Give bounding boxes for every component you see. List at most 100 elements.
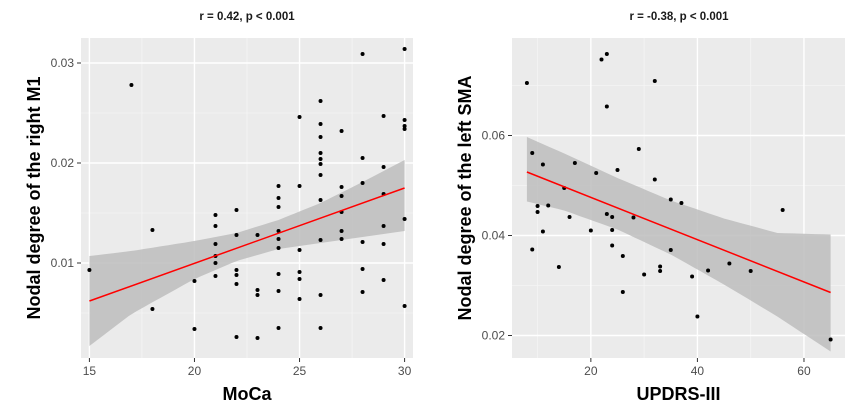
data-point [599,57,604,62]
data-point [652,79,657,83]
data-point [631,215,636,220]
data-point [690,274,695,279]
data-point [381,165,386,169]
x-axis-title: UPDRS-III [636,384,720,404]
data-point [318,122,323,126]
data-point [727,261,732,266]
regression-line [89,187,405,302]
data-point [276,246,281,250]
data-point [748,269,753,273]
data-point [318,293,323,297]
data-point [360,240,365,244]
y-tick-label: 0.06 [482,129,506,143]
data-point [276,326,281,330]
data-point [615,168,620,172]
x-tick-label: 25 [293,364,307,378]
confidence-band [89,160,405,346]
data-point [381,114,386,118]
data-point [604,212,609,216]
data-point [540,162,545,167]
data-point [339,194,344,198]
data-point [318,162,323,166]
x-tick-label: 60 [797,364,811,378]
data-point [780,208,785,212]
data-point [150,228,155,232]
y-tick-label: 0.03 [51,56,75,70]
data-point [276,237,281,241]
data-point [213,242,218,246]
x-tick-label: 20 [188,364,202,378]
data-point [318,173,323,177]
data-point [255,288,260,292]
chart-title: r = 0.42, p < 0.001 [199,11,295,23]
data-point [588,228,593,233]
data-point [234,282,239,286]
data-point [610,215,615,219]
data-point [318,99,323,103]
data-point [360,156,365,160]
chart-panel-2: 20 40 60 0.02 0.04 0.06 r = -0.38, p < 0.001 UP… [455,11,845,404]
data-point [530,151,535,155]
data-point [192,279,197,283]
x-tick-label: 30 [398,364,412,378]
data-point [604,52,609,56]
data-point [679,201,684,205]
data-point [524,81,529,85]
x-tick-label: 40 [691,364,705,378]
data-point [339,185,344,189]
data-point [276,196,281,200]
data-point [381,242,386,246]
data-point [556,265,561,269]
data-point [276,184,281,188]
data-point [594,171,599,175]
data-point [828,337,833,342]
data-point [360,290,365,294]
data-point [318,157,323,161]
data-point [213,274,218,278]
data-point [339,229,344,233]
data-point [610,228,615,232]
y-tick-label: 0.02 [51,156,75,170]
data-point [339,237,344,241]
data-point [297,297,302,301]
data-point [546,203,551,208]
data-point [604,104,609,109]
y-axis-title: Nodal degree of the left SMA [455,75,475,320]
chart-panel-1: 15 20 25 30 0.01 0.02 0.03 r = 0.42, p < 0.001 M… [24,11,413,404]
y-axis-title: Nodal degree of the right M1 [24,76,44,319]
data-point [402,47,407,51]
data-point [540,229,545,234]
data-point [318,238,323,242]
data-point [276,289,281,293]
data-point [642,272,647,277]
data-point [129,83,134,87]
data-point [567,215,572,219]
data-point [213,224,218,228]
data-point [255,293,260,297]
data-point [297,277,302,281]
chart-title: r = -0.38, p < 0.001 [629,11,729,23]
data-point [572,161,577,165]
data-point [318,151,323,155]
x-tick-label: 20 [584,364,598,378]
data-point [297,184,302,188]
data-point [297,270,302,274]
data-point [234,273,239,277]
x-tick-label: 15 [83,364,97,378]
data-point [360,52,365,56]
data-point [276,272,281,276]
data-point [360,181,365,185]
data-point [695,314,700,319]
data-point [150,307,155,311]
data-point [620,254,625,258]
data-point [668,197,673,202]
data-point [706,268,711,273]
data-point [318,326,323,330]
data-point [668,248,673,252]
data-point [339,129,344,133]
data-point [402,118,407,122]
y-tick-label: 0.02 [482,329,506,343]
data-point [213,213,218,217]
data-point [318,198,323,202]
